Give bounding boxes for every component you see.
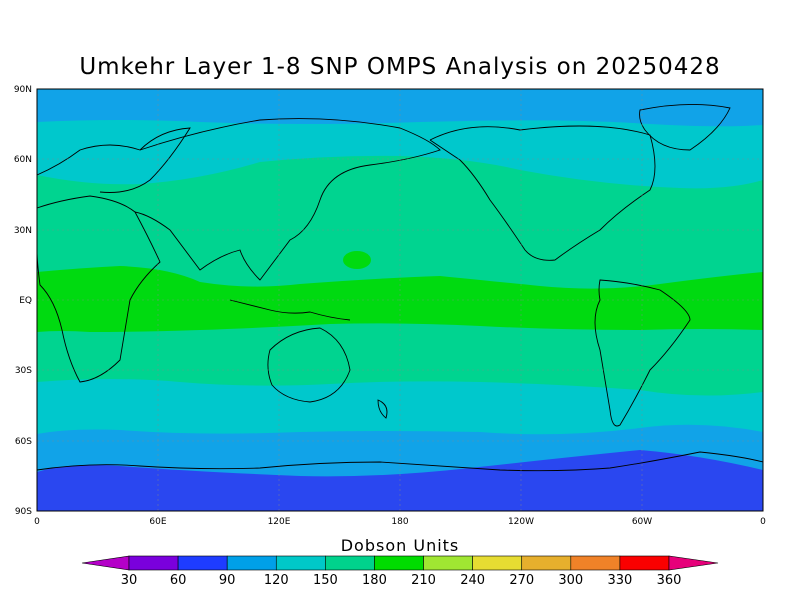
colorbar-label: 60 xyxy=(170,573,187,588)
colorbar-cell xyxy=(128,555,179,571)
coast-europe xyxy=(36,127,191,193)
coast-asia xyxy=(134,118,441,281)
colorbar-label: 360 xyxy=(657,573,682,588)
lon-label: 120E xyxy=(268,517,291,527)
lat-label: 60N xyxy=(14,155,32,165)
lat-label: 90S xyxy=(15,507,32,517)
lat-label: 90N xyxy=(14,85,32,95)
colorbar-cell xyxy=(325,555,375,571)
colorbar-label: 180 xyxy=(362,573,387,588)
colorbar-label: 210 xyxy=(411,573,436,588)
lat-label: 30N xyxy=(14,226,32,236)
coastlines xyxy=(36,104,764,472)
colorbar-title: Dobson Units xyxy=(340,536,460,555)
colorbar-cells xyxy=(128,555,670,571)
gridlines xyxy=(37,89,763,511)
colorbar-cell xyxy=(472,555,523,571)
colorbar: 30 60 90 120 150 180 210 240 270 300 330 360 xyxy=(81,555,719,588)
colorbar-cell xyxy=(275,555,326,571)
colorbar-label: 150 xyxy=(313,573,338,588)
colorbar-label: 240 xyxy=(460,573,485,588)
colorbar-cell xyxy=(570,555,621,571)
colorbar-labels: 30 60 90 120 150 180 210 240 270 300 330 360 xyxy=(121,573,682,588)
colorbar-label: 300 xyxy=(558,573,583,588)
ozone-map xyxy=(36,88,764,512)
lon-label: 0 xyxy=(760,517,766,527)
coast-africa xyxy=(36,195,161,383)
lon-label: 0 xyxy=(34,517,40,527)
colorbar-cell xyxy=(619,555,670,571)
coast-new-zealand xyxy=(377,399,388,419)
lon-label: 60E xyxy=(149,517,166,527)
map-title: Umkehr Layer 1-8 SNP OMPS Analysis on 20… xyxy=(79,54,721,80)
colorbar-right-arrow xyxy=(668,555,719,571)
coast-antarctica xyxy=(36,451,764,472)
lat-axis: 90N 60N 30N EQ 30S 60S 90S xyxy=(14,85,32,517)
colorbar-label: 30 xyxy=(121,573,138,588)
colorbar-cell xyxy=(374,555,424,571)
lon-label: 60W xyxy=(632,517,652,527)
colorbar-left-arrow xyxy=(81,555,130,571)
colorbar-label: 330 xyxy=(607,573,632,588)
coast-indonesia xyxy=(229,299,351,321)
lat-label: 30S xyxy=(15,366,32,376)
colorbar-label: 120 xyxy=(264,573,289,588)
colorbar-label: 270 xyxy=(509,573,534,588)
colorbar-cell xyxy=(521,555,572,571)
tropic-blob xyxy=(343,251,371,269)
lat-label: 60S xyxy=(15,437,32,447)
colorbar-cell xyxy=(226,555,277,571)
colorbar-cell xyxy=(177,555,228,571)
lon-label: 120W xyxy=(508,517,534,527)
lat-label: EQ xyxy=(19,296,32,306)
lon-axis: 0 60E 120E 180 120W 60W 0 xyxy=(34,517,766,527)
coast-north-america xyxy=(429,125,656,261)
map-frame xyxy=(36,88,764,512)
colorbar-cell xyxy=(423,555,473,571)
coast-australia xyxy=(267,327,351,403)
colorbar-label: 90 xyxy=(219,573,236,588)
lon-label: 180 xyxy=(391,517,408,527)
coast-south-america xyxy=(594,279,691,427)
